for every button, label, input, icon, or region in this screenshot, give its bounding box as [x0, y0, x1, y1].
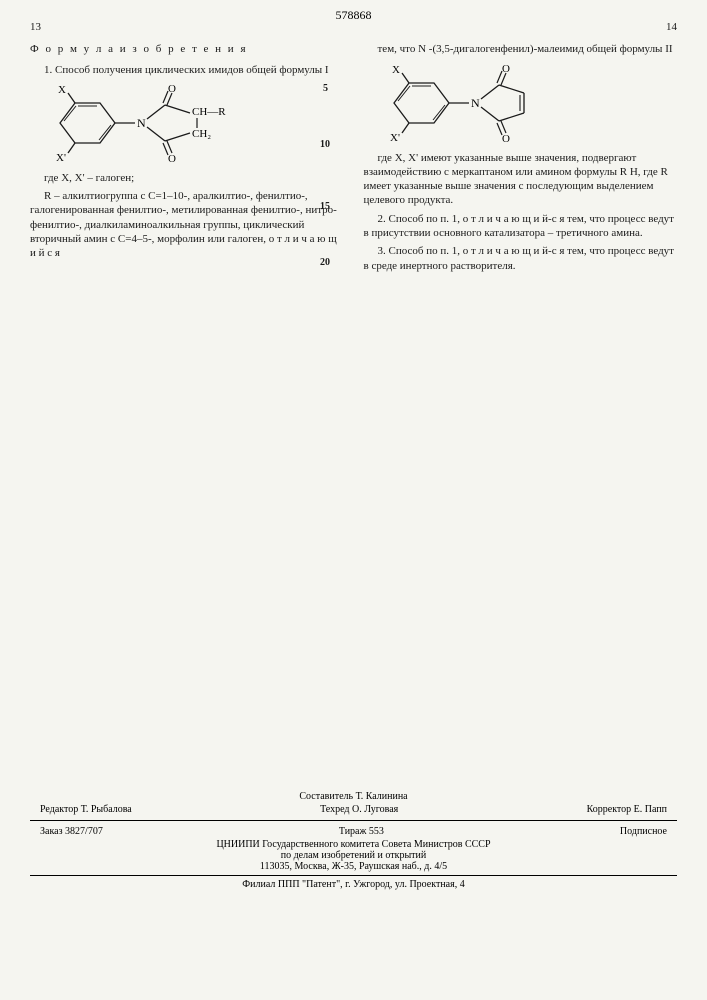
- tech-editor: Техред О. Луговая: [320, 804, 398, 815]
- chemical-structure-1: X X' N O: [30, 83, 344, 165]
- compiler-line: Составитель Т. Калинина: [30, 791, 677, 802]
- svg-text:O: O: [168, 153, 176, 165]
- page-right: 14: [666, 20, 677, 34]
- divider: [30, 875, 677, 876]
- left-column: Ф о р м у л а и з о б р е т е н и я 1. С…: [30, 42, 344, 277]
- two-column-layout: Ф о р м у л а и з о б р е т е н и я 1. С…: [30, 42, 677, 277]
- address-line: 113035, Москва, Ж-35, Раушская наб., д. …: [30, 861, 677, 872]
- svg-text:N: N: [471, 96, 480, 110]
- doc-number: 578868: [336, 8, 372, 23]
- subscription: Подписное: [620, 826, 667, 837]
- claim-3: 3. Способ по п. 1, о т л и ч а ю щ и й-с…: [364, 244, 678, 273]
- org-line-2: по делам изобретений и открытий: [30, 850, 677, 861]
- svg-text:O: O: [168, 83, 176, 95]
- svg-text:O: O: [502, 63, 510, 75]
- svg-text:CH₂: CH₂: [192, 128, 211, 140]
- editor: Редактор Т. Рыбалова: [40, 804, 132, 815]
- where-xx-2: где X, X' имеют указанные выше значения,…: [364, 151, 678, 208]
- tirage: Тираж 553: [339, 826, 384, 837]
- svg-text:O: O: [502, 133, 510, 145]
- where-r: R – алкилтиогруппа с C=1–10-, аралкилтио…: [30, 189, 344, 260]
- svg-text:X: X: [58, 84, 66, 96]
- page-left: 13: [30, 20, 41, 34]
- org-line-1: ЦНИИПИ Государственного комитета Совета …: [30, 839, 677, 850]
- svg-text:X': X': [56, 152, 66, 164]
- svg-text:X': X': [390, 132, 400, 144]
- print-row: Заказ 3827/707 Тираж 553 Подписное: [30, 824, 677, 839]
- branch-line: Филиал ППП "Патент", г. Ужгород, ул. Про…: [30, 879, 677, 890]
- where-xx: где X, X' – галоген;: [30, 171, 344, 185]
- svg-text:N: N: [137, 116, 146, 130]
- claim-1-cont: тем, что N -(3,5-дигалогенфенил)-малеими…: [364, 42, 678, 56]
- claims-heading: Ф о р м у л а и з о б р е т е н и я: [30, 42, 344, 56]
- page-body: 13 14 5 10 15 20 Ф о р м у л а и з о б р…: [0, 0, 707, 297]
- editor-row: Редактор Т. Рыбалова Техред О. Луговая К…: [30, 802, 677, 817]
- svg-text:X: X: [392, 64, 400, 76]
- footer-block: Составитель Т. Калинина Редактор Т. Рыба…: [30, 791, 677, 890]
- claim-1-intro: 1. Способ получения циклических имидов о…: [30, 63, 344, 77]
- svg-text:CH—R: CH—R: [192, 106, 226, 118]
- claim-2: 2. Способ по п. 1, о т л и ч а ю щ и й-с…: [364, 212, 678, 241]
- chemical-structure-2: X X' N O: [364, 63, 678, 145]
- corrector: Корректор Е. Папп: [587, 804, 667, 815]
- right-column: тем, что N -(3,5-дигалогенфенил)-малеими…: [364, 42, 678, 277]
- divider: [30, 820, 677, 821]
- order-number: Заказ 3827/707: [40, 826, 103, 837]
